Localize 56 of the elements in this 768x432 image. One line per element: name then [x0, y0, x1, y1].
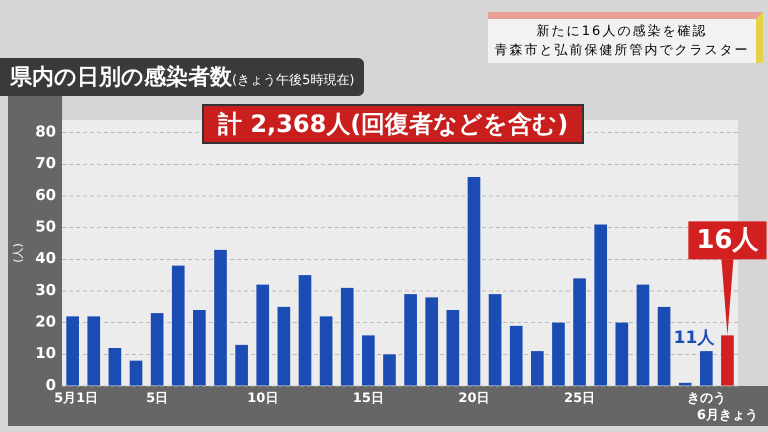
- bar: [193, 310, 206, 386]
- y-tick-label: 50: [35, 218, 56, 236]
- bar: [87, 316, 100, 386]
- bar: [362, 335, 375, 386]
- x-tick-label: 15日: [352, 390, 384, 406]
- x-tick-label: 5月1日: [54, 390, 98, 406]
- y-tick-label: 70: [35, 154, 56, 172]
- x-tick-label: きのう: [686, 390, 726, 406]
- chart-subtitle: (きょう午後5時現在): [232, 73, 354, 88]
- annotation: 計 2,368人(回復者などを含む): [218, 110, 568, 138]
- bar: [340, 288, 354, 386]
- x-tick-label: 6月きょう: [696, 408, 758, 423]
- y-tick-label: 30: [35, 280, 56, 299]
- bar: [256, 284, 270, 386]
- bar: [130, 360, 142, 386]
- bar: [552, 322, 565, 386]
- bar: [615, 322, 628, 386]
- data-label: 11人: [674, 328, 716, 348]
- x-tick-label: 20日: [458, 390, 490, 406]
- bar: [278, 306, 290, 386]
- y-tick-label: 60: [35, 186, 56, 204]
- data-label: 16人: [696, 225, 760, 256]
- bar: [404, 294, 417, 386]
- y-tick-label: 0: [46, 376, 56, 394]
- bar: [150, 313, 164, 386]
- bar: [298, 275, 312, 386]
- x-tick-label: 10日: [247, 390, 278, 406]
- x-tick-label: 5日: [146, 390, 168, 406]
- bar: [425, 297, 438, 386]
- y-axis-title: (人): [11, 243, 24, 263]
- bar: [678, 382, 692, 386]
- bar: [510, 326, 523, 386]
- bar: [214, 250, 227, 386]
- bar: [573, 278, 586, 386]
- bar: [446, 310, 460, 386]
- bar: [636, 284, 650, 386]
- y-tick-label: 80: [35, 122, 56, 141]
- bar: [66, 316, 79, 386]
- bar: [468, 177, 480, 386]
- text: 青森市と弘前保健所管内でクラスター: [494, 42, 750, 60]
- bar: [108, 348, 122, 386]
- bar: [530, 351, 544, 386]
- y-tick-label: 10: [35, 344, 56, 362]
- bar: [383, 354, 396, 386]
- y-tick-label: 40: [35, 249, 56, 268]
- y-tick-label: 20: [35, 312, 56, 331]
- bar: [488, 294, 502, 386]
- x-tick-label: 25日: [564, 390, 596, 406]
- bar: [320, 316, 332, 386]
- chart-title: 県内の日別の感染者数: [10, 65, 232, 90]
- bar: [172, 266, 185, 386]
- bar: [700, 351, 713, 386]
- bar: [658, 306, 670, 386]
- text: 新たに16人の感染を確認: [536, 23, 708, 41]
- bar: [235, 344, 248, 386]
- bar: [594, 224, 608, 386]
